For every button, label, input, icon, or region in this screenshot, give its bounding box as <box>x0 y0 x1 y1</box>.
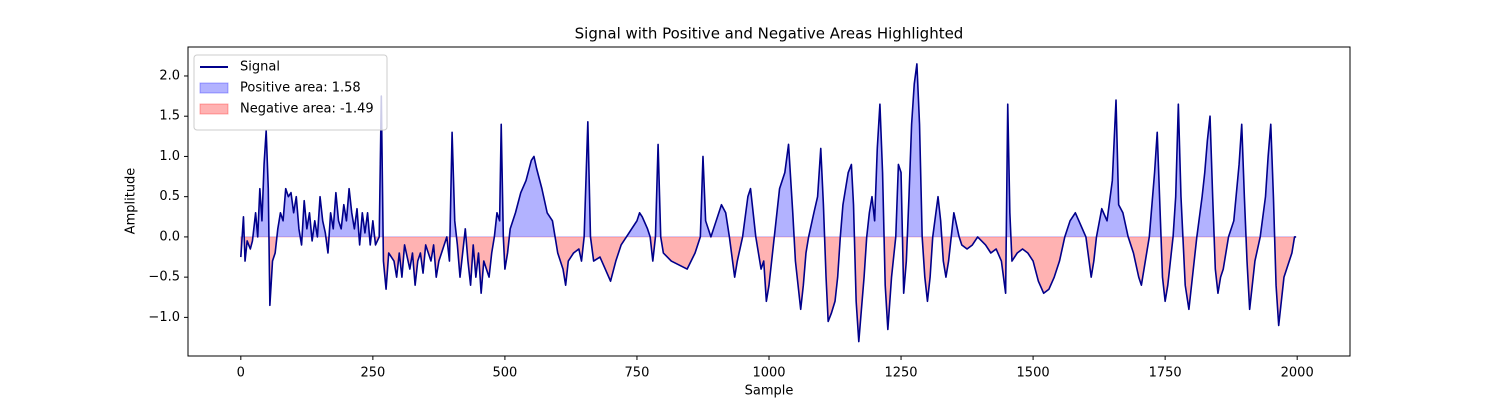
legend-label: Signal <box>240 60 280 75</box>
y-tick-label: 1.0 <box>159 149 180 164</box>
y-tick-label: 0.5 <box>159 189 180 204</box>
x-tick-label: 500 <box>492 366 517 381</box>
negative-area-group <box>240 236 1297 342</box>
positive-area-group <box>240 63 1297 237</box>
x-tick-label: 1750 <box>1149 366 1182 381</box>
legend-label: Positive area: 1.58 <box>240 81 361 96</box>
x-tick-label: 2000 <box>1281 366 1314 381</box>
legend-swatch <box>199 103 229 115</box>
legend-box <box>193 54 388 131</box>
x-tick-label: 1250 <box>884 366 917 381</box>
chart-title: Signal with Positive and Negative Areas … <box>575 25 964 43</box>
x-tick-label: 250 <box>360 366 385 381</box>
negative-area <box>240 236 1297 342</box>
positive-area <box>240 63 1297 237</box>
legend-swatch <box>199 82 229 94</box>
x-tick-label: 1500 <box>1017 366 1050 381</box>
y-axis-label: Amplitude <box>124 168 139 235</box>
plot-area <box>240 63 1297 343</box>
y-tick-label: 2.0 <box>159 68 180 83</box>
x-axis-label: Sample <box>745 384 794 399</box>
signal-line <box>240 63 1297 343</box>
y-tick-label: −0.5 <box>148 270 180 285</box>
x-tick-label: 1000 <box>752 366 785 381</box>
legend-label: Negative area: -1.49 <box>240 102 374 117</box>
x-tick-label: 0 <box>237 366 245 381</box>
y-tick-label: −1.0 <box>148 310 180 325</box>
x-tick-label: 750 <box>625 366 650 381</box>
y-tick-label: 1.5 <box>159 109 180 124</box>
plot-frame <box>187 46 1351 357</box>
legend: Signal Positive area: 1.58 Negative area: … <box>193 54 388 131</box>
y-tick-label: 0.0 <box>159 229 180 244</box>
